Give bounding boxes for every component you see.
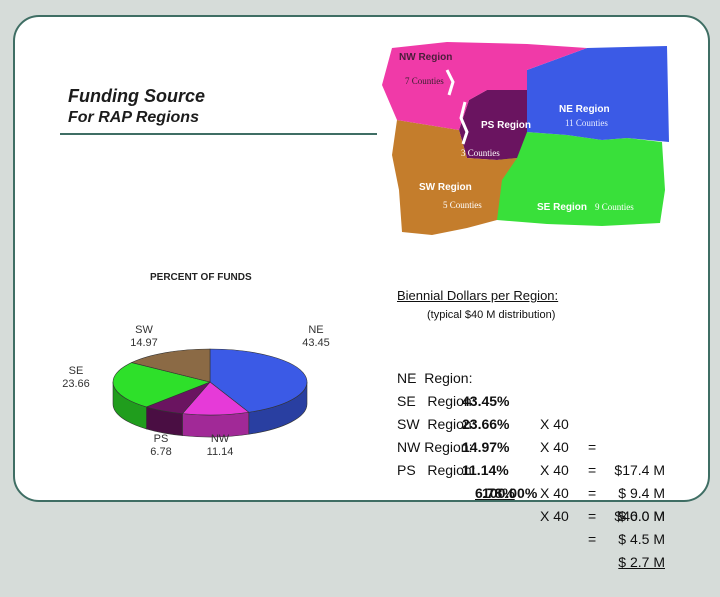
row-equals: = <box>588 531 597 547</box>
pie-title: PERCENT OF FUNDS <box>150 272 252 283</box>
breakdown-row: NE Region: 43.45% X 40 = $17.4 M <box>397 344 687 478</box>
breakdown-title: Biennial Dollars per Region: <box>397 288 559 303</box>
map-counties-nw: 7 Counties <box>405 76 444 86</box>
total-percent: 100.00% <box>482 485 538 501</box>
row-multiplier: X 40 <box>540 508 569 524</box>
row-multiplier: X 40 <box>540 439 569 455</box>
map-counties-ps: 3 Counties <box>461 148 500 158</box>
row-percent: 43.45% <box>462 393 510 409</box>
map-region-ps <box>459 90 527 160</box>
row-multiplier: X 40 <box>540 462 569 478</box>
row-multiplier: X 40 <box>540 485 569 501</box>
breakdown-subtitle: (typical $40 M distribution) <box>427 309 556 321</box>
row-amount: $ 2.7 M <box>618 554 665 570</box>
breakdown-row: PS Region: 6.78% X 40 = $ 2.7 M <box>397 436 687 570</box>
map-label-nw: NW Region <box>399 52 452 63</box>
row-region: SE Region: <box>397 393 476 409</box>
breakdown-total-row: 100.00% $40.0 M <box>397 459 687 524</box>
breakdown-table: NE Region: 43.45% X 40 = $17.4 M SE Regi… <box>397 344 687 570</box>
row-amount: $17.4 M <box>614 462 665 478</box>
row-percent: 14.97% <box>462 439 510 455</box>
pie-label-ps: PS 6.78 <box>141 433 181 459</box>
map-region-se <box>497 132 665 226</box>
breakdown-row: NW Region: 11.14% X 40 = $ 4.5 M <box>397 413 687 547</box>
title-rule <box>60 133 378 135</box>
pie-label-sw-name: SW <box>135 324 153 336</box>
map-region-sw <box>392 120 517 235</box>
row-region: NW Region: <box>397 439 473 455</box>
pie-label-nw-value: 11.14 <box>206 446 234 458</box>
row-equals: = <box>588 439 597 455</box>
row-amount: $ 9.4 M <box>618 485 665 501</box>
row-equals: = <box>588 462 597 478</box>
region-map: NW Region 7 Counties PS Region 3 Countie… <box>377 40 679 246</box>
row-percent: 23.66% <box>462 416 510 432</box>
pie-label-ne: NE 43.45 <box>296 324 336 350</box>
row-region: PS Region: <box>397 462 476 478</box>
map-region-nw <box>382 42 587 130</box>
slide-subtitle: For RAP Regions <box>68 109 199 126</box>
pie-label-se-value: 23.66 <box>62 378 90 390</box>
map-counties-sw: 5 Counties <box>443 200 482 210</box>
row-equals: = <box>588 508 597 524</box>
map-label-ps: PS Region <box>481 120 531 131</box>
map-label-ne: NE Region <box>559 104 610 115</box>
row-multiplier: X 40 <box>540 416 569 432</box>
pie-label-ps-name: PS <box>153 433 169 445</box>
row-percent: 6.78% <box>475 485 515 501</box>
pie-label-se-name: SE <box>68 365 84 377</box>
row-amount: $ 6.0 M <box>618 508 665 524</box>
pie-label-se: SE 23.66 <box>56 365 96 391</box>
row-equals: = <box>588 485 597 501</box>
row-region: NE Region: <box>397 370 473 386</box>
map-region-ne <box>512 46 669 142</box>
total-amount: $40.0 M <box>614 508 665 524</box>
map-label-se: SE Region <box>537 202 587 213</box>
pie-label-sw-value: 14.97 <box>130 337 158 349</box>
slide-title: Funding Source <box>68 86 205 106</box>
pie-label-ne-value: 43.45 <box>302 337 330 349</box>
breakdown-row: SW Region: 14.97% X 40 = $ 6.0 M <box>397 390 687 524</box>
pie-label-ne-name: NE <box>308 324 324 336</box>
pie-label-sw: SW 14.97 <box>124 324 164 350</box>
map-counties-se: 9 Counties <box>595 202 634 212</box>
pie-label-nw-name: NW <box>210 433 230 445</box>
row-region: SW Region: <box>397 416 476 432</box>
pie-label-nw: NW 11.14 <box>198 433 242 459</box>
breakdown-row: SE Region: 23.66% X 40 = $ 9.4 M <box>397 367 687 501</box>
map-counties-ne: 11 Counties <box>565 118 608 128</box>
pie-label-ps-value: 6.78 <box>150 446 172 458</box>
row-percent: 11.14% <box>462 462 509 478</box>
map-label-sw: SW Region <box>419 182 472 193</box>
